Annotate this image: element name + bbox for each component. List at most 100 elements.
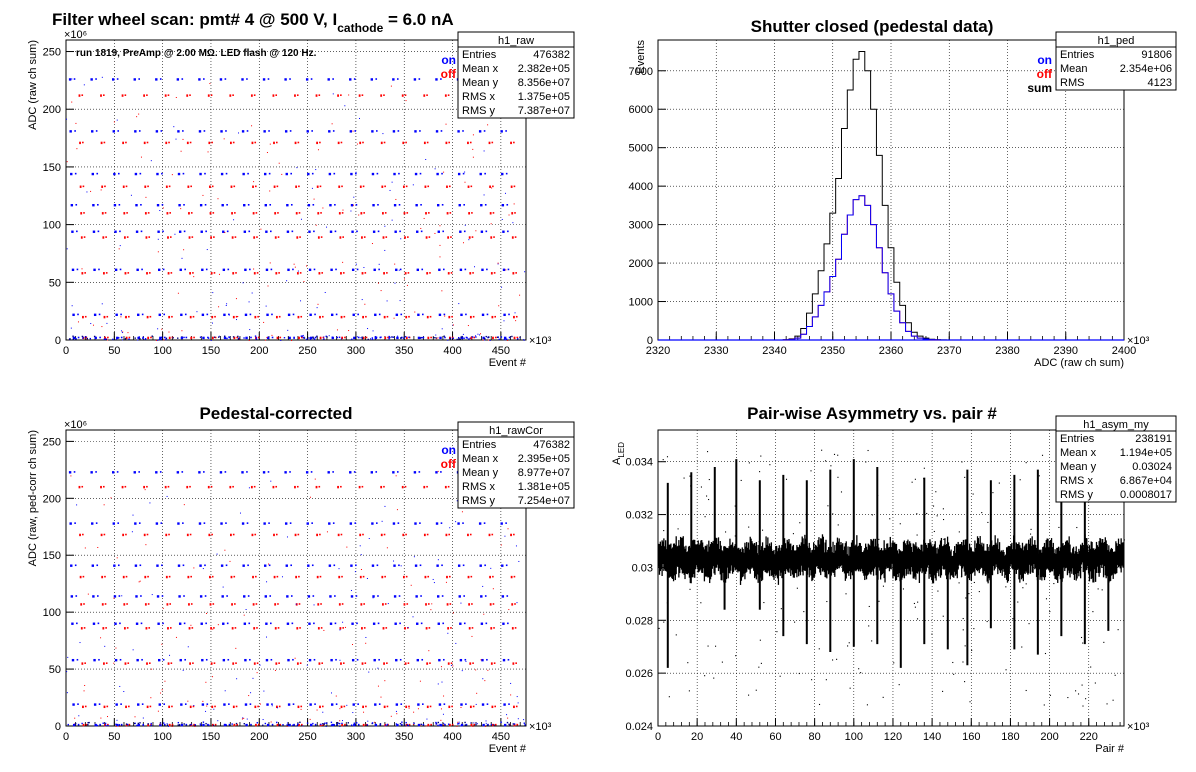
scatter-point-off [101,603,104,606]
scatter-point-stray [443,722,445,724]
scatter-point-baseline [338,722,341,725]
scatter-point-stray [166,723,168,725]
scatter-point-stray [265,305,267,307]
scatter-point-off [447,94,450,96]
scatter-point-on [141,313,144,316]
scatter-point-on [352,313,355,317]
scatter-point-baseline [300,335,303,337]
scatter-point-on [503,703,506,706]
scatter-point-off [468,212,471,215]
scatter-point-on [204,564,206,567]
scatter-point-off [146,662,148,665]
scatter-point-on [159,336,162,340]
scatter-point-off [144,603,147,606]
scatter-point-on [183,230,186,233]
scatter-point-on [178,230,182,233]
scatter-point-off [275,533,278,536]
y-tick-label: 250 [43,436,61,448]
asymmetry-outlier [780,608,782,610]
asymmetry-outlier [847,645,849,647]
x-tick-label: 2400 [1112,345,1136,357]
scatter-point-on [332,130,335,132]
asymmetry-outlier [1123,544,1125,547]
scatter-point-off [401,94,404,97]
scatter-point-stray [364,303,366,305]
scatter-point-stray [174,233,176,235]
asymmetry-outlier [818,703,821,706]
scatter-point-baseline [264,722,267,725]
asymmetry-outlier [899,523,901,525]
scatter-point-stray [181,330,183,332]
scatter-point-off [149,315,152,318]
scatter-point-baseline [312,336,314,338]
scatter-point-on [142,336,145,339]
scatter-point-stray [286,722,288,724]
scatter-point-on [113,204,117,207]
scatter-point-off [128,705,130,708]
scatter-point-baseline [225,724,227,726]
scatter-point-on [267,471,270,473]
scatter-point-on [507,622,509,625]
scatter-point-on [156,204,160,207]
scatter-point-on [399,230,401,233]
asymmetry-outlier [1005,586,1007,588]
scatter-point-off [232,705,235,709]
scatter-point-stray [187,646,189,648]
scatter-point-off [209,185,211,188]
scatter-point-on [201,313,205,317]
scatter-point-stray [398,269,400,271]
scatter-point-off [123,627,126,630]
scatter-point-off [188,236,191,239]
scatter-point-off [488,141,491,145]
scatter-point-on [378,703,381,705]
scatter-point-baseline [323,338,325,340]
scatter-point-off [380,141,383,145]
scatter-point-off [122,185,125,188]
scatter-point-off [143,533,146,537]
scatter-point-off [365,705,367,708]
scatter-point-baseline [82,337,84,339]
x-tick-label: 200 [250,731,268,743]
scatter-point-stray [524,271,526,273]
scatter-point-on [248,622,251,625]
scatter-point-stray [251,125,253,127]
scatter-point-on [371,130,374,133]
scatter-point-off [229,94,232,97]
scatter-point-on [158,313,161,317]
scatter-point-stray [83,690,85,692]
scatter-point-stray [164,680,166,682]
scatter-point-on [459,622,462,625]
scatter-point-on [205,658,208,661]
scatter-point-on [200,622,203,625]
scatter-point-off [231,212,233,215]
scatter-point-off [407,236,409,238]
scatter-point-baseline [458,338,460,340]
scatter-point-baseline [116,724,118,726]
scatter-point-stray [113,121,115,123]
scatter-point-baseline [150,722,152,725]
scatter-point-baseline [459,338,461,340]
scatter-point-baseline [511,335,513,338]
panel-corrected-title: Pedestal-corrected [199,404,352,423]
scatter-point-on [77,336,80,339]
scatter-point-baseline [371,337,374,339]
scatter-point-off [383,141,386,144]
scatter-point-on [119,658,122,661]
x-axis-label: ADC (raw ch sum) [1034,357,1124,369]
scatter-point-on [287,703,291,706]
scatter-point-off [186,485,189,489]
scatter-point-off [169,236,172,238]
y-tick-label: 4000 [629,181,653,193]
asymmetry-outlier [878,600,880,602]
asymmetry-outlier [937,590,939,592]
scatter-point-off [277,603,279,605]
scatter-point-off [337,94,339,97]
scatter-point-off [80,212,83,215]
scatter-point-off [404,94,407,96]
asymmetry-outlier [913,602,915,605]
scatter-point-stray [175,636,177,638]
scatter-point-baseline [336,721,339,724]
scatter-point-stray [505,269,507,271]
scatter-point-on [398,172,400,175]
scatter-point-baseline [160,336,163,339]
